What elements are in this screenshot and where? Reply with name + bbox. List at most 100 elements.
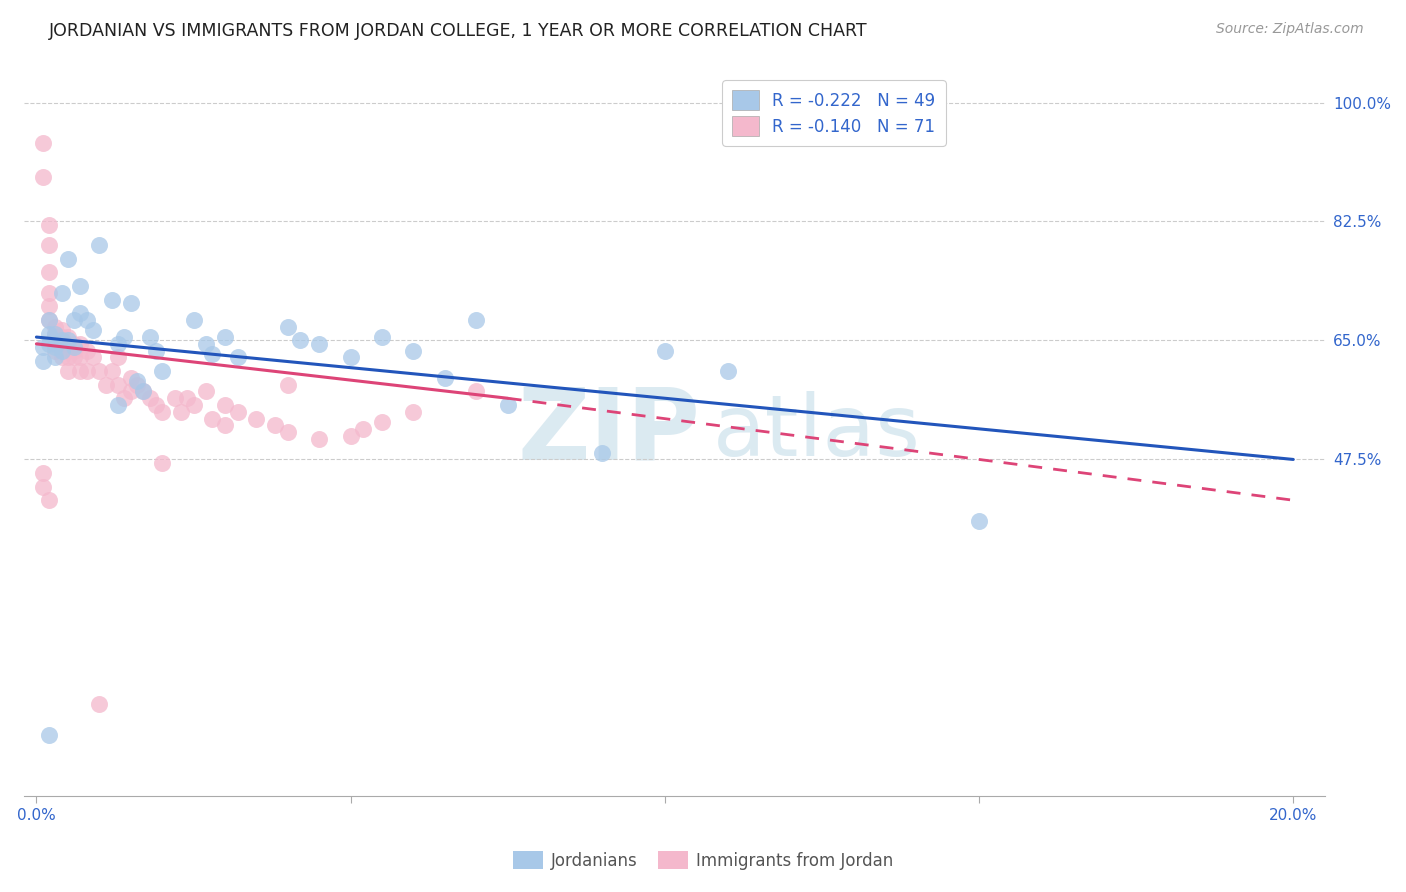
- Point: [56, 334, 79, 348]
- Point: [38, 337, 60, 351]
- Point: [44, 340, 66, 354]
- Point: [308, 432, 330, 446]
- Point: [44, 326, 66, 341]
- Point: [654, 343, 676, 358]
- Point: [195, 384, 218, 399]
- Point: [44, 337, 66, 351]
- Point: [176, 391, 198, 405]
- Point: [56, 252, 79, 266]
- Text: JORDANIAN VS IMMIGRANTS FROM JORDAN COLLEGE, 1 YEAR OR MORE CORRELATION CHART: JORDANIAN VS IMMIGRANTS FROM JORDAN COLL…: [49, 22, 868, 40]
- Point: [112, 330, 135, 344]
- Point: [371, 415, 394, 429]
- Point: [150, 364, 173, 378]
- Point: [31, 170, 53, 185]
- Point: [44, 343, 66, 358]
- Legend: Jordanians, Immigrants from Jordan: Jordanians, Immigrants from Jordan: [506, 845, 900, 877]
- Point: [101, 293, 124, 307]
- Point: [38, 218, 60, 232]
- Point: [56, 330, 79, 344]
- Point: [38, 285, 60, 300]
- Point: [38, 313, 60, 327]
- Point: [44, 326, 66, 341]
- Point: [38, 238, 60, 252]
- Point: [31, 466, 53, 480]
- Point: [63, 351, 86, 365]
- Point: [31, 480, 53, 494]
- Point: [76, 364, 98, 378]
- Point: [107, 351, 129, 365]
- Point: [125, 374, 148, 388]
- Point: [56, 343, 79, 358]
- Point: [277, 377, 299, 392]
- Point: [76, 313, 98, 327]
- Point: [89, 364, 111, 378]
- Point: [31, 136, 53, 151]
- Point: [51, 285, 73, 300]
- Point: [371, 330, 394, 344]
- Point: [51, 334, 73, 348]
- Point: [132, 384, 155, 399]
- Point: [145, 343, 167, 358]
- Point: [63, 313, 86, 327]
- Point: [44, 330, 66, 344]
- Point: [63, 340, 86, 354]
- Point: [56, 364, 79, 378]
- Point: [496, 398, 519, 412]
- Point: [138, 391, 160, 405]
- Text: ZIP: ZIP: [517, 384, 700, 481]
- Point: [277, 319, 299, 334]
- Point: [308, 337, 330, 351]
- Point: [38, 265, 60, 279]
- Point: [290, 334, 312, 348]
- Point: [56, 337, 79, 351]
- Point: [967, 514, 990, 528]
- Point: [89, 238, 111, 252]
- Point: [465, 384, 488, 399]
- Point: [402, 405, 425, 419]
- Point: [76, 343, 98, 358]
- Point: [150, 405, 173, 419]
- Point: [69, 364, 91, 378]
- Point: [195, 337, 218, 351]
- Point: [38, 300, 60, 314]
- Point: [63, 343, 86, 358]
- Point: [163, 391, 186, 405]
- Point: [226, 405, 249, 419]
- Point: [214, 330, 236, 344]
- Point: [433, 371, 456, 385]
- Point: [51, 337, 73, 351]
- Point: [170, 405, 193, 419]
- Point: [101, 364, 124, 378]
- Point: [120, 371, 142, 385]
- Point: [69, 279, 91, 293]
- Point: [31, 354, 53, 368]
- Point: [94, 377, 117, 392]
- Point: [112, 391, 135, 405]
- Point: [465, 313, 488, 327]
- Point: [264, 418, 287, 433]
- Point: [82, 323, 104, 337]
- Point: [38, 326, 60, 341]
- Point: [51, 343, 73, 358]
- Point: [69, 306, 91, 320]
- Point: [56, 351, 79, 365]
- Point: [69, 337, 91, 351]
- Point: [201, 411, 224, 425]
- Point: [150, 456, 173, 470]
- Point: [214, 398, 236, 412]
- Point: [145, 398, 167, 412]
- Point: [31, 340, 53, 354]
- Point: [38, 728, 60, 742]
- Point: [44, 319, 66, 334]
- Point: [132, 384, 155, 399]
- Legend: R = -0.222   N = 49, R = -0.140   N = 71: R = -0.222 N = 49, R = -0.140 N = 71: [723, 80, 946, 145]
- Point: [51, 330, 73, 344]
- Point: [245, 411, 267, 425]
- Point: [38, 493, 60, 508]
- Point: [717, 364, 740, 378]
- Point: [214, 418, 236, 433]
- Point: [125, 377, 148, 392]
- Point: [201, 347, 224, 361]
- Point: [591, 445, 613, 459]
- Point: [226, 351, 249, 365]
